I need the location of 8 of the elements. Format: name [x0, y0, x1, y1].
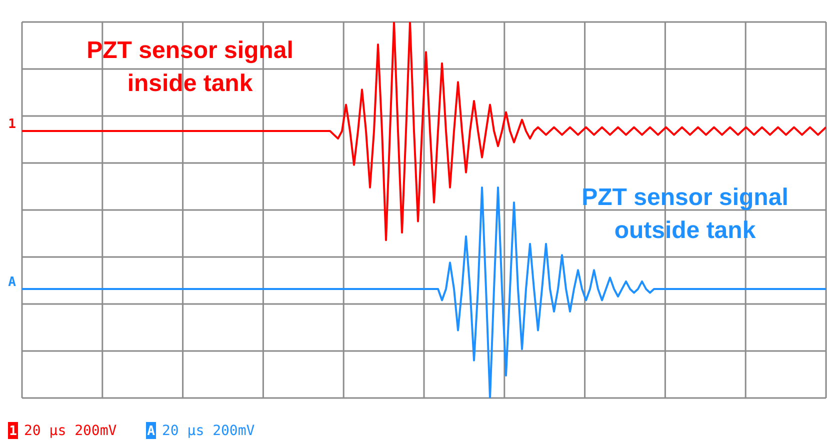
- text: 1: [9, 424, 17, 439]
- annotation: PZT sensor signal inside tank: [86, 37, 294, 97]
- text: 20 μs 200mV: [24, 423, 118, 439]
- text: A: [147, 424, 155, 439]
- text: 20 μs 200mV: [162, 423, 256, 439]
- annotation: PZT sensor signal outside tank: [582, 184, 788, 244]
- series-label: 1: [8, 117, 16, 132]
- series-label: A: [8, 274, 16, 290]
